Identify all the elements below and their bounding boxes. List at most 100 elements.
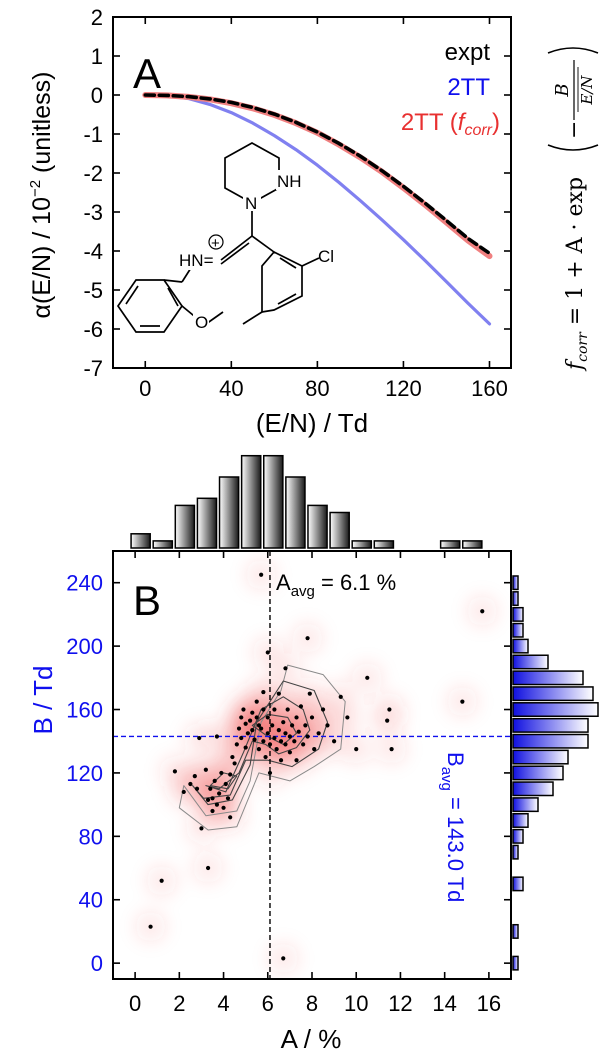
panel-a-x-axis-label: (E/N) / Td <box>256 408 368 438</box>
scatter-point <box>283 742 288 747</box>
scatter-point <box>298 704 304 709</box>
right-histogram <box>512 575 599 971</box>
legend-2tt-corr-label: 2TT (fcorr) <box>401 109 500 139</box>
top-histogram-bar <box>152 540 174 549</box>
fcorr-left-paren <box>547 144 599 151</box>
panel-b-y-tick-label: 80 <box>79 824 103 849</box>
fcorr-right-paren <box>547 47 599 54</box>
panel-a-x-ticks: 0 40 80 120 160 <box>139 17 508 401</box>
scatter-point <box>197 735 202 741</box>
atom-hn: HN= <box>179 251 214 270</box>
scatter-point <box>232 761 237 766</box>
scatter-point <box>283 731 288 736</box>
top-histogram-bar <box>218 476 240 549</box>
scatter-point <box>267 742 273 747</box>
scatter-point <box>239 715 244 720</box>
scatter-point <box>172 769 178 774</box>
panel-b-y-tick-label: 40 <box>79 888 103 913</box>
scatter-point <box>210 808 215 814</box>
scatter-point <box>294 758 299 763</box>
panel-a-x-tick-label: 40 <box>219 376 243 401</box>
scatter-point <box>292 739 297 744</box>
top-histogram-bar <box>130 533 151 549</box>
scatter-point <box>276 691 281 696</box>
panel-a: 2 1 0 -1 -2 -3 -4 -5 -6 -7 0 40 80 120 160 A expt 2TT… <box>27 5 599 438</box>
b-avg-annotation: Bavg = 143.0 Td <box>438 752 468 902</box>
scatter-point <box>287 734 292 739</box>
scatter-point <box>278 739 284 744</box>
scatter-point <box>234 742 239 747</box>
right-histogram-bar <box>512 670 584 686</box>
panel-b-x-tick-label: 12 <box>388 991 412 1016</box>
scatter-point <box>199 826 204 831</box>
top-histogram-bar <box>285 476 306 549</box>
scatter-point <box>228 815 233 820</box>
panel-b-y-tick-label: 200 <box>66 634 103 659</box>
fcorr-numerator: B <box>552 83 573 97</box>
density-contour <box>178 664 346 831</box>
panel-b-y-axis-label: B / Td <box>28 666 58 735</box>
panel-a-y-tick-label: -1 <box>83 122 103 147</box>
panel-b-y-tick-label: 0 <box>91 951 103 976</box>
panel-a-frame <box>112 16 512 369</box>
scatter-point <box>354 747 359 752</box>
top-histogram-bar <box>174 504 196 549</box>
right-histogram-bar <box>512 876 524 892</box>
density-contour <box>205 696 311 793</box>
series-line-2tt <box>143 93 492 326</box>
panel-a-y-tick-label: 2 <box>91 5 103 30</box>
scatter-point <box>256 747 262 752</box>
scatter-point <box>159 878 164 883</box>
panel-a-y-tick-label: 0 <box>91 83 103 108</box>
panel-a-x-tick-label: 120 <box>385 376 422 401</box>
panel-b-x-tick-label: 16 <box>477 991 501 1016</box>
panel-a-y-tick-label: -5 <box>83 278 103 303</box>
top-histogram-bar <box>196 497 218 549</box>
right-histogram-bar <box>512 717 589 733</box>
scatter-point <box>210 796 215 801</box>
scatter-point <box>188 781 193 787</box>
scatter-point <box>332 739 337 744</box>
panel-a-y-tick-label: -6 <box>83 317 103 342</box>
scatter-point <box>241 707 246 712</box>
right-histogram-bar <box>512 638 529 654</box>
scatter-point <box>205 865 211 871</box>
panel-b-x-tick-label: 6 <box>262 991 274 1016</box>
panel-b-x-tick-label: 8 <box>306 991 318 1016</box>
scatter-point <box>252 737 257 742</box>
atom-nh-top: NH <box>277 172 302 191</box>
atom-n-piperazine: N <box>245 194 257 213</box>
right-histogram-bar <box>512 591 519 607</box>
scatter-point <box>181 789 186 795</box>
fcorr-formula-lhs: fcorr = 1 + A · exp <box>563 177 591 372</box>
scatter-point <box>259 572 264 577</box>
legend-expt-label: expt <box>445 39 491 66</box>
molecule-atom-labels: NH N HN= + O Cl <box>178 170 334 332</box>
panel-b-y-ticks: 0 40 80 120 160 200 240 <box>66 571 511 976</box>
charge-circle <box>208 234 224 250</box>
panel-b-x-tick-label: 2 <box>173 991 185 1016</box>
panel-b-x-tick-label: 10 <box>344 991 368 1016</box>
panel-b-y-tick-label: 240 <box>66 571 103 596</box>
scatter-point <box>272 735 277 741</box>
scatter-point <box>254 699 259 704</box>
scatter-point <box>212 778 217 783</box>
panel-b-x-tick-label: 14 <box>432 991 456 1016</box>
top-histogram-bar <box>329 511 350 549</box>
scatter-point <box>312 747 317 752</box>
average-lines <box>113 551 511 979</box>
panel-a-y-tick-label: -2 <box>83 161 103 186</box>
scatter-point <box>281 720 286 725</box>
scatter-point <box>259 726 264 731</box>
fcorr-formula: fcorr = 1 + A · exp − B E/N <box>547 47 599 372</box>
scatter-point <box>270 723 275 728</box>
scatter-point <box>208 786 213 791</box>
panel-a-y-tick-label: -4 <box>83 239 103 264</box>
density-contour <box>192 680 329 806</box>
panel-a-y-tick-label: -3 <box>83 200 103 225</box>
right-histogram-bar <box>512 749 569 765</box>
top-histogram-bar <box>351 540 373 549</box>
panel-a-letter: A <box>133 50 161 97</box>
right-histogram-bar <box>512 797 539 813</box>
